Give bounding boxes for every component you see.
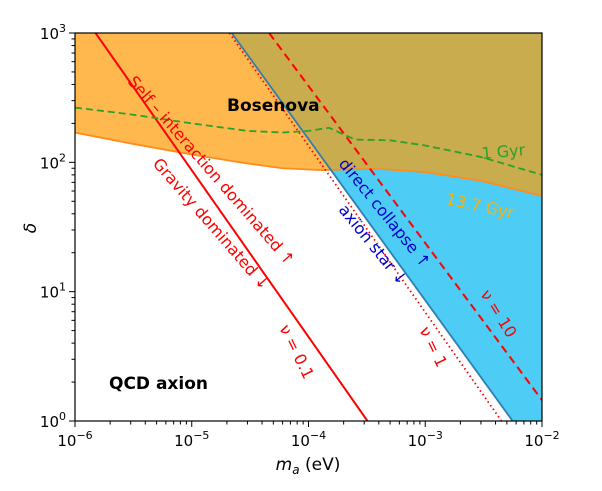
- one-gyr-label: 1 Gyr: [481, 140, 527, 163]
- y-axis-title: δ: [21, 223, 41, 233]
- series-lines: [75, 33, 542, 421]
- bosenova-label: Bosenova: [227, 96, 320, 116]
- nu-10-line: [268, 33, 542, 401]
- bosenova-boundary-line: [75, 131, 542, 197]
- one-gyr-line: [75, 106, 542, 176]
- x-tick-label: 10−6: [57, 429, 92, 450]
- x-tick-label: 10−2: [524, 429, 559, 450]
- y-tick-label: 100: [40, 410, 66, 431]
- overlap-region: [231, 33, 542, 196]
- x-tick-labels: 10−6 10−5 10−4 10−3 10−2: [57, 429, 559, 450]
- y-tick-label: 101: [40, 281, 66, 302]
- x-tick-label: 10−3: [408, 429, 443, 450]
- axis-ticks: [69, 32, 543, 427]
- direct-collapse-boundary-line: [231, 33, 514, 421]
- nu-0.1-line: [94, 33, 369, 421]
- y-tick-label: 102: [40, 151, 66, 172]
- y-tick-labels: 100 101 102 103: [40, 22, 66, 431]
- nu-0.1-label: ν = 0.1: [275, 321, 317, 381]
- x-tick-label: 10−5: [174, 429, 209, 450]
- x-axis-title: ma (eV): [276, 455, 341, 477]
- x-tick-label: 10−4: [291, 429, 326, 450]
- qcd-axion-label: QCD axion: [109, 374, 208, 394]
- nu-1-label: ν = 1: [415, 323, 451, 370]
- y-tick-label: 103: [40, 22, 66, 43]
